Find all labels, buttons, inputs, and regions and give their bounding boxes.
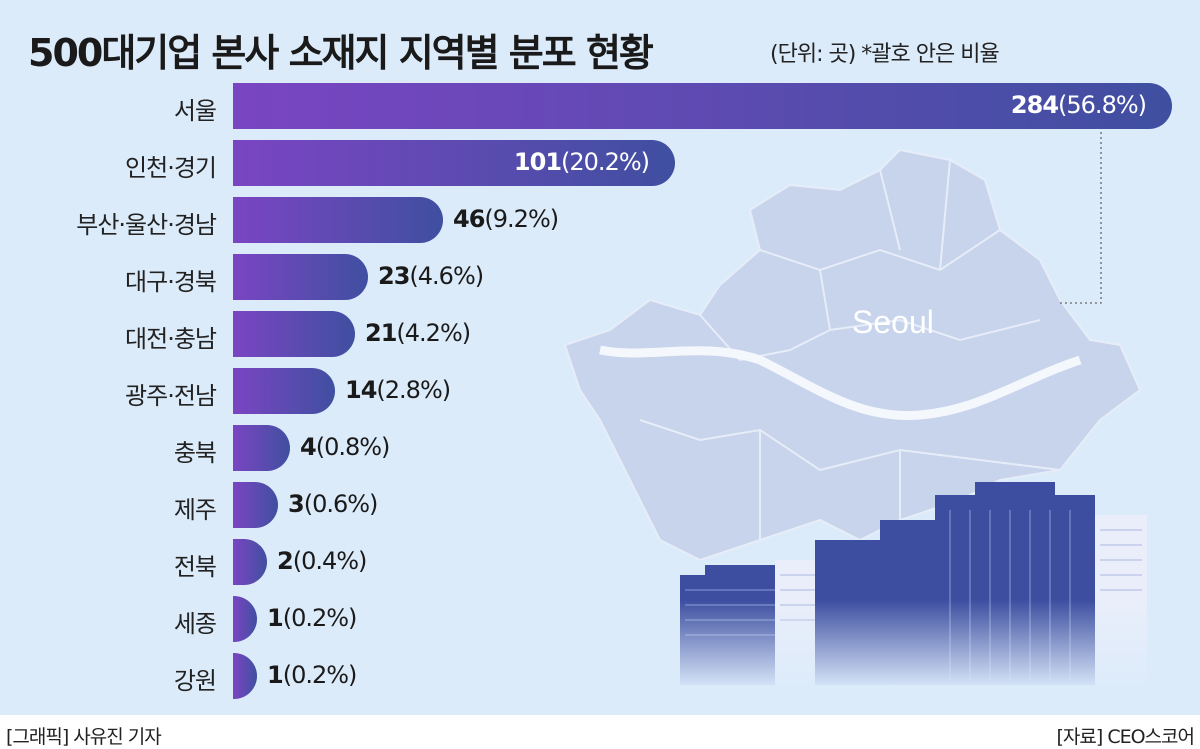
bar [233, 83, 1172, 129]
percent-label: (4.6%) [409, 262, 484, 290]
bar [233, 254, 368, 300]
category-label: 부산·울산·경남 [76, 211, 217, 239]
category-label: 충북 [173, 439, 217, 467]
bar [233, 482, 278, 528]
data-label: 23(4.6%) [378, 262, 484, 290]
category-label: 제주 [173, 496, 217, 524]
percent-label: (2.8%) [376, 376, 451, 404]
category-label: 대전·충남 [125, 325, 217, 353]
percent-label: (0.2%) [282, 604, 358, 632]
data-label: 21(4.2%) [365, 319, 471, 347]
value-label: 284 [1010, 91, 1059, 119]
data-label: 284(56.8%) [1010, 91, 1147, 119]
percent-label: (9.2%) [484, 205, 559, 233]
value-label: 23 [378, 262, 410, 290]
data-label: 1(0.2%) [267, 604, 358, 632]
han-river [599, 345, 1082, 421]
percent-label: (56.8%) [1058, 91, 1147, 119]
value-label: 46 [453, 205, 485, 233]
category-label: 전북 [173, 553, 217, 581]
category-label: 인천·경기 [125, 154, 217, 182]
chart-subtitle: (단위: 곳) *괄호 안은 비율 [770, 42, 1000, 67]
bar [233, 368, 335, 414]
buildings-illustration [670, 482, 1160, 690]
percent-label: (0.6%) [303, 490, 379, 518]
bar [233, 140, 675, 186]
value-label: 101 [513, 148, 562, 176]
leader-line [1058, 132, 1102, 304]
seoul-map [563, 148, 1142, 562]
category-label: 광주·전남 [125, 382, 217, 410]
value-label: 3 [288, 490, 305, 518]
percent-label: (0.4%) [292, 547, 368, 575]
data-label: 2(0.4%) [277, 547, 368, 575]
category-label: 세종 [173, 610, 217, 638]
value-label: 1 [267, 604, 284, 632]
percent-label: (4.2%) [396, 319, 471, 347]
category-label: 강원 [173, 667, 217, 695]
chart-title: 500대기업 본사 소재지 지역별 분포 현황 [28, 31, 654, 75]
value-label: 2 [277, 547, 294, 575]
data-label: 46(9.2%) [453, 205, 559, 233]
map-label-seoul: Seoul [852, 304, 934, 340]
value-label: 4 [300, 433, 317, 461]
data-source: [자료] CEO스코어 [1056, 726, 1195, 748]
percent-label: (20.2%) [561, 148, 650, 176]
data-label: 14(2.8%) [345, 376, 451, 404]
data-label: 4(0.8%) [300, 433, 391, 461]
category-label: 대구·경북 [125, 268, 217, 296]
percent-label: (0.8%) [315, 433, 391, 461]
value-label: 1 [267, 661, 284, 689]
value-label: 14 [345, 376, 377, 404]
graphic-credit: [그래픽] 사유진 기자 [6, 726, 162, 748]
data-label: 3(0.6%) [288, 490, 379, 518]
data-label: 101(20.2%) [513, 148, 650, 176]
category-label: 서울 [173, 97, 217, 125]
bar [233, 311, 355, 357]
bar [233, 197, 443, 243]
percent-label: (0.2%) [282, 661, 358, 689]
seoul-map-illustration: Seoul [563, 132, 1160, 690]
bar [233, 425, 290, 471]
data-label: 1(0.2%) [267, 661, 358, 689]
value-label: 21 [365, 319, 397, 347]
